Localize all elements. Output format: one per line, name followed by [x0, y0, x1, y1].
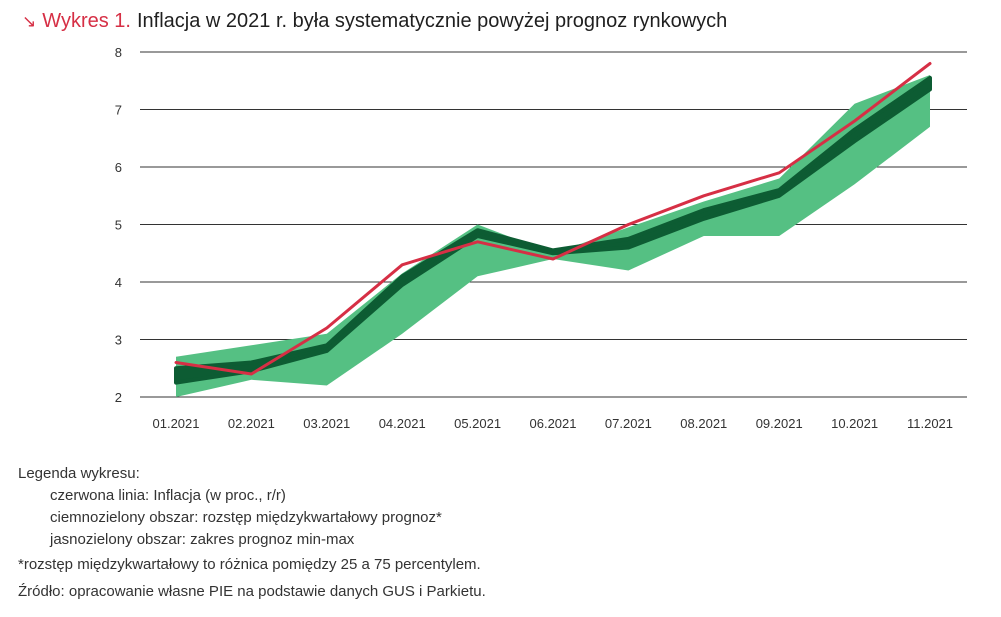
bands	[174, 75, 932, 397]
y-tick-label: 3	[115, 333, 122, 348]
x-axis: 01.2021 02.2021 03.2021 04.2021 05.2021 06.20…	[153, 416, 954, 431]
y-tick-label: 5	[115, 218, 122, 233]
south-east-arrow-icon: ↘	[22, 12, 37, 31]
legend-item-red-line: czerwona linia: Inflacja (w proc., r/r)	[50, 487, 286, 504]
band-min-max	[176, 75, 930, 397]
footnote: *rozstęp międzykwartałowy to różnica pom…	[18, 556, 481, 573]
source-note: Źródło: opracowanie własne PIE na podsta…	[18, 583, 486, 600]
x-tick-label: 09.2021	[756, 416, 803, 431]
figure-title: Inflacja w 2021 r. była systematycznie p…	[136, 10, 728, 32]
y-tick-label: 7	[115, 103, 122, 118]
y-tick-label: 2	[115, 390, 122, 405]
x-tick-label: 07.2021	[605, 416, 652, 431]
x-tick-label: 04.2021	[379, 416, 426, 431]
x-tick-label: 10.2021	[831, 416, 878, 431]
x-tick-label: 02.2021	[228, 416, 275, 431]
x-tick-label: 01.2021	[153, 416, 200, 431]
x-tick-label: 05.2021	[454, 416, 501, 431]
y-tick-label: 4	[115, 275, 122, 290]
legend-item-light-green: jasnozielony obszar: zakres prognoz min-…	[50, 531, 355, 548]
series-lines	[174, 62, 932, 376]
legend: Legenda wykresu: czerwona linia: Inflacj…	[18, 463, 486, 603]
x-tick-label: 08.2021	[680, 416, 727, 431]
legend-item-dark-green: ciemnozielony obszar: rozstęp międzykwar…	[50, 509, 442, 526]
figure-number: Wykres 1.	[42, 10, 131, 32]
inflation-line	[174, 62, 932, 376]
chart-title: ↘ Wykres 1. Inflacja w 2021 r. była system…	[22, 10, 727, 33]
line-chart: 2 3 4 5 6 7 8 01.2021 02.2021 03.2021 04.2021 05.2…	[115, 45, 967, 431]
x-tick-label: 06.2021	[530, 416, 577, 431]
band-interquartile	[174, 75, 932, 385]
y-axis: 2 3 4 5 6 7 8	[115, 45, 122, 405]
y-tick-label: 8	[115, 45, 122, 60]
x-tick-label: 03.2021	[303, 416, 350, 431]
legend-heading: Legenda wykresu:	[18, 465, 140, 482]
x-tick-label: 11.2021	[907, 416, 953, 431]
y-tick-label: 6	[115, 160, 122, 175]
